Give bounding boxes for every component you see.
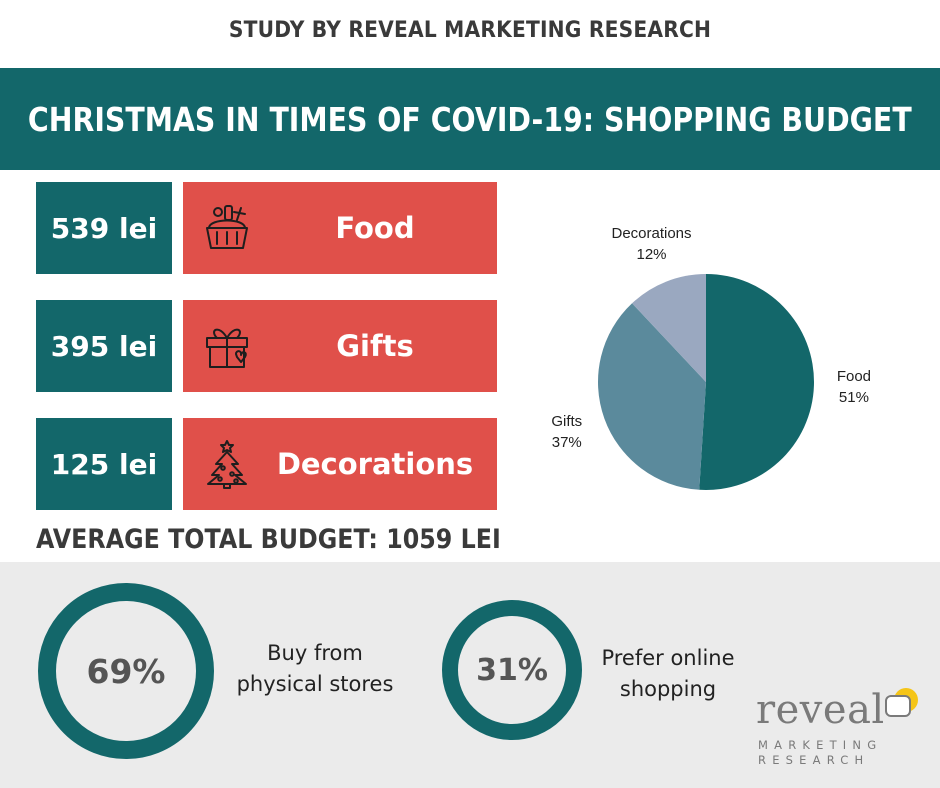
pie-label-gifts-pct: 37% [551, 434, 582, 452]
gift-box-icon [206, 328, 248, 368]
online-shopping-line-1: Prefer online [601, 646, 735, 670]
logo-word: reveal [756, 687, 885, 733]
logo-mark-icon [885, 688, 918, 717]
logo-sub-line-2: RESEARCH [758, 753, 870, 767]
online-shopping-text: Prefer online shopping [590, 643, 746, 705]
average-total-budget: AVERAGE TOTAL BUDGET: 1059 LEI [36, 524, 501, 555]
physical-stores-percent: 69% [86, 651, 166, 691]
pie-svg [598, 274, 814, 490]
physical-stores-ring: 69% [38, 583, 214, 759]
page-title: CHRISTMAS IN TIMES OF COVID-19: SHOPPING… [28, 99, 912, 139]
online-shopping-line-2: shopping [619, 677, 717, 701]
title-banner: CHRISTMAS IN TIMES OF COVID-19: SHOPPING… [0, 68, 940, 170]
online-shopping-ring: 31% [442, 600, 582, 740]
reveal-logo: reveal MARKETING RESEARCH [752, 686, 932, 776]
study-line: STUDY BY REVEAL MARKETING RESEARCH [228, 18, 712, 43]
pie-label-gifts-name: Gifts [551, 413, 583, 431]
decorations-amount: 125 lei [36, 418, 172, 510]
physical-stores-text: Buy from physical stores [222, 638, 408, 700]
decorations-category: Decorations [183, 418, 497, 510]
physical-stores-line-1: Buy from [267, 641, 363, 665]
physical-stores-line-2: physical stores [236, 672, 394, 696]
pie-label-food-pct: 51% [838, 388, 869, 406]
budget-pie-chart: Food 51% Gifts 37% Decorations 12% [540, 220, 920, 520]
gifts-category: Gifts [183, 300, 497, 392]
pie-slice-decorations [632, 274, 706, 382]
pie-label-gifts: Gifts 37% [517, 411, 617, 453]
pie-slice-gifts [598, 303, 706, 490]
christmas-tree-icon [207, 440, 247, 489]
gifts-label: Gifts [336, 329, 414, 363]
food-basket-icon [206, 205, 248, 249]
online-shopping-percent: 31% [476, 652, 548, 688]
pie-label-food-name: Food [836, 367, 872, 385]
gifts-amount: 395 lei [36, 300, 172, 392]
logo-sub-line-1: MARKETING [758, 738, 883, 752]
pie-slice-food [699, 274, 814, 490]
pie-label-decorations-pct: 12% [636, 246, 667, 264]
food-label: Food [335, 211, 415, 245]
pie-label-decorations: Decorations 12% [602, 223, 702, 265]
pie-label-decorations-name: Decorations [611, 225, 692, 243]
decorations-label: Decorations [276, 447, 474, 481]
pie-label-food: Food 51% [804, 366, 904, 408]
food-category: Food [183, 182, 497, 274]
food-amount: 539 lei [36, 182, 172, 274]
